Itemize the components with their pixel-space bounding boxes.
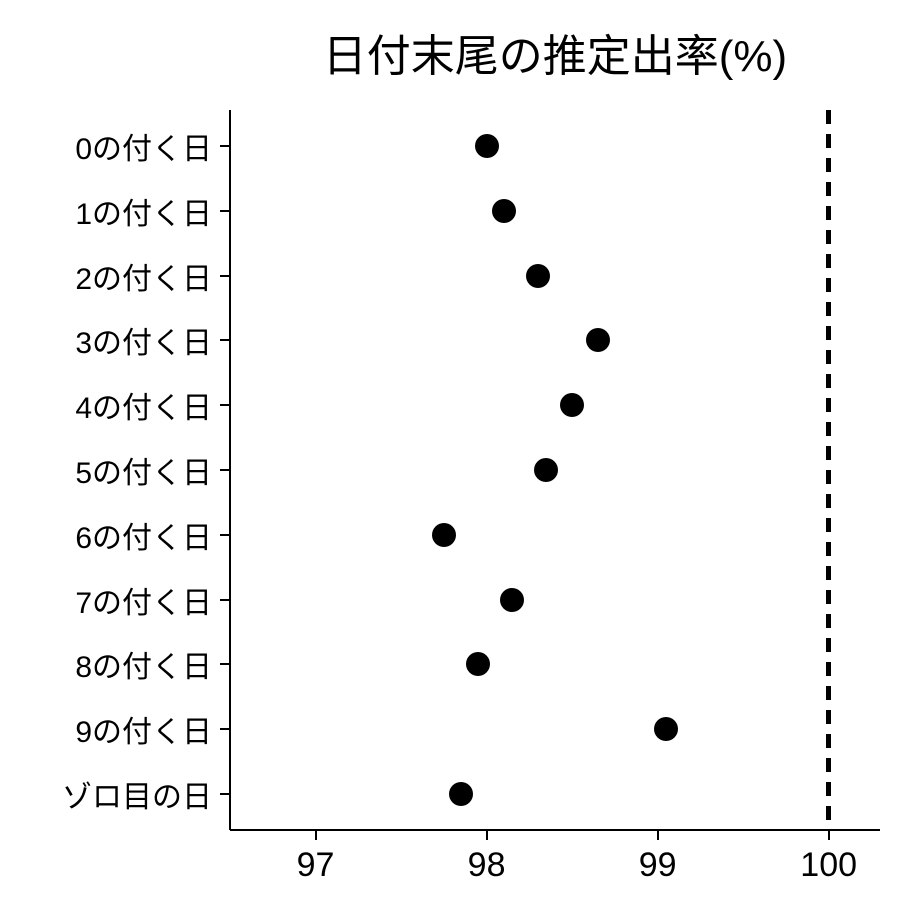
data-point <box>466 652 490 676</box>
y-tick-mark <box>220 404 230 406</box>
data-point <box>500 588 524 612</box>
data-point <box>534 458 558 482</box>
reference-line <box>826 374 831 388</box>
x-tick-mark <box>486 830 488 840</box>
data-point <box>654 717 678 741</box>
reference-line <box>826 494 831 508</box>
reference-line <box>826 710 831 724</box>
y-tick-label: 3の付く日 <box>0 318 212 362</box>
reference-line <box>826 158 831 172</box>
reference-line <box>826 422 831 436</box>
reference-line <box>826 350 831 364</box>
y-tick-label: 8の付く日 <box>0 642 212 686</box>
y-tick-label: 1の付く日 <box>0 189 212 233</box>
y-tick-label: 7の付く日 <box>0 578 212 622</box>
y-tick-label: 4の付く日 <box>0 383 212 427</box>
data-point <box>492 199 516 223</box>
reference-line <box>826 614 831 628</box>
data-point <box>560 393 584 417</box>
y-tick-label: 5の付く日 <box>0 448 212 492</box>
reference-line <box>826 734 831 748</box>
reference-line <box>826 542 831 556</box>
chart-container: 日付末尾の推定出率(%) 0の付く日 1の付く日 2の付く日 3の付く日 4の付く日 5の付… <box>0 0 900 900</box>
reference-line <box>826 662 831 676</box>
y-tick-label: ゾロ目の日 <box>0 772 212 816</box>
reference-line <box>826 566 831 580</box>
y-tick-mark <box>220 534 230 536</box>
data-point <box>449 782 473 806</box>
y-tick-mark <box>220 599 230 601</box>
reference-line <box>826 470 831 484</box>
y-tick-mark <box>220 339 230 341</box>
reference-line <box>826 806 831 820</box>
reference-line <box>826 182 831 196</box>
reference-line <box>826 302 831 316</box>
y-tick-mark <box>220 145 230 147</box>
x-tick-label: 100 <box>800 846 857 885</box>
x-tick-label: 97 <box>297 846 335 885</box>
y-tick-mark <box>220 793 230 795</box>
y-tick-label: 2の付く日 <box>0 254 212 298</box>
reference-line <box>826 518 831 532</box>
x-tick-mark <box>315 830 317 840</box>
reference-line <box>826 446 831 460</box>
reference-line <box>826 686 831 700</box>
reference-line <box>826 782 831 796</box>
y-tick-mark <box>220 728 230 730</box>
reference-line <box>826 278 831 292</box>
reference-line <box>826 326 831 340</box>
y-tick-label: 6の付く日 <box>0 513 212 557</box>
reference-line <box>826 254 831 268</box>
y-tick-label: 9の付く日 <box>0 707 212 751</box>
x-tick-label: 98 <box>468 846 506 885</box>
x-axis <box>230 829 880 831</box>
chart-title: 日付末尾の推定出率(%) <box>200 20 900 84</box>
y-tick-mark <box>220 469 230 471</box>
data-point <box>526 264 550 288</box>
x-tick-mark <box>657 830 659 840</box>
reference-line <box>826 230 831 244</box>
data-point <box>586 328 610 352</box>
reference-line <box>826 758 831 772</box>
reference-line <box>826 134 831 148</box>
y-tick-label: 0の付く日 <box>0 124 212 168</box>
reference-line <box>826 398 831 412</box>
data-point <box>432 523 456 547</box>
reference-line <box>826 206 831 220</box>
y-tick-mark <box>220 663 230 665</box>
x-tick-mark <box>828 830 830 840</box>
y-tick-mark <box>220 275 230 277</box>
data-point <box>475 134 499 158</box>
reference-line <box>826 590 831 604</box>
reference-line <box>826 638 831 652</box>
x-tick-label: 99 <box>639 846 677 885</box>
y-tick-mark <box>220 210 230 212</box>
reference-line <box>826 110 831 124</box>
